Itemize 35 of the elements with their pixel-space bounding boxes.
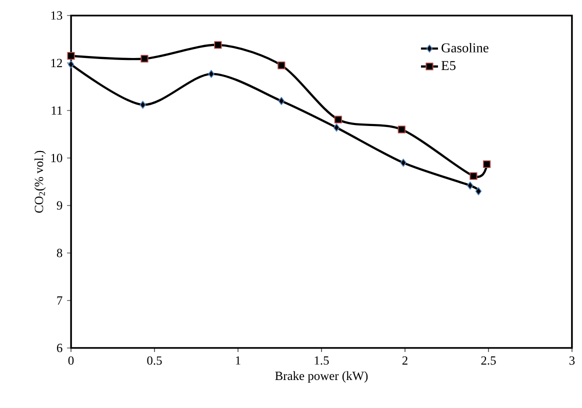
point [278, 62, 286, 70]
legend-label: Gasoline [442, 42, 488, 52]
point [398, 126, 406, 134]
y-tick-label: 10 [51, 154, 62, 162]
point [214, 41, 222, 49]
y-tick-label: 11 [52, 106, 62, 115]
y-axis-title: CO$_{2}$(% vol.) [34, 150, 46, 213]
point [475, 187, 482, 196]
x-tick-label: 1 [236, 356, 240, 365]
y-tick-label: 13 [51, 11, 62, 20]
point [68, 60, 74, 68]
point [333, 124, 340, 132]
y-tick-label: 6 [56, 344, 62, 352]
point [470, 172, 478, 180]
point [67, 52, 75, 60]
point [334, 116, 342, 124]
point [466, 182, 474, 190]
point [278, 96, 285, 106]
point [482, 160, 491, 168]
x-tick-label: 3 [569, 356, 575, 365]
x-axis-title: Brake power (kW) [275, 371, 368, 383]
y-tick-label: 12 [51, 58, 62, 68]
point [140, 54, 148, 63]
x-tick-label: 2.5 [481, 356, 496, 365]
x-tick-label: 0.5 [147, 356, 162, 365]
legend-label: E5 [441, 61, 456, 70]
x-tick-label: 1.5 [314, 356, 329, 365]
x-tick-label: 2 [402, 356, 408, 365]
point [140, 100, 146, 109]
y-tick-label: 9 [56, 201, 62, 210]
y-tick-label: 8 [56, 248, 62, 258]
point [400, 158, 406, 167]
point [208, 70, 214, 78]
y-tick-label: 7 [57, 296, 62, 305]
x-tick-label: 0 [68, 356, 74, 365]
